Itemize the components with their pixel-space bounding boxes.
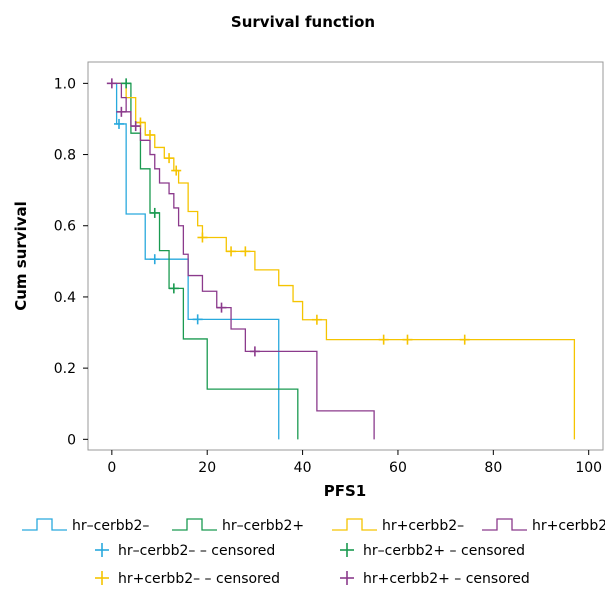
legend-line-swatch <box>332 518 377 531</box>
x-tick-label: 0 <box>107 460 116 476</box>
censor-mark-3 <box>249 346 260 357</box>
legend: hr–cerbb2– hr–cerbb2+ hr+cerbb2– hr+cerbb2 h… <box>22 518 605 587</box>
censor-mark-2 <box>226 246 237 257</box>
censor-mark-2 <box>311 314 322 325</box>
x-tick-label: 100 <box>575 460 602 476</box>
censor-mark-0 <box>149 254 160 265</box>
legend-censor-swatch <box>340 543 354 557</box>
legend-line-swatch <box>22 518 67 531</box>
x-tick-label: 80 <box>484 460 502 476</box>
y-tick-label: 0.6 <box>54 219 76 235</box>
censor-mark-2 <box>144 129 155 140</box>
censor-mark-1 <box>149 207 160 218</box>
legend-censor-swatch <box>340 571 354 585</box>
x-tick-label: 60 <box>389 460 407 476</box>
censor-mark-3 <box>106 78 117 89</box>
censor-mark-1 <box>168 283 179 294</box>
legend-censor-label: hr+cerbb2– – censored <box>118 571 280 587</box>
y-tick-label: 1.0 <box>54 76 76 92</box>
y-axis-label: Cum survival <box>12 201 30 311</box>
plot-frame <box>87 61 604 451</box>
y-tick-label: 0.8 <box>54 148 76 164</box>
legend-line-label: hr–cerbb2– <box>72 518 149 534</box>
y-tick-label: 0 <box>67 432 76 448</box>
censor-mark-3 <box>116 106 127 117</box>
censor-mark-2 <box>240 246 251 257</box>
axes: 0 20 40 60 80 100 0 0.2 0.4 0.6 0.8 1.0 <box>54 76 602 476</box>
censor-mark-2 <box>459 334 470 345</box>
series-line-2 <box>111 82 576 440</box>
legend-line-swatch <box>482 518 527 531</box>
x-tick-label: 40 <box>294 460 312 476</box>
series-line-1 <box>111 82 299 440</box>
series-line-0 <box>111 82 280 440</box>
y-tick-label: 0.2 <box>54 361 76 377</box>
legend-censor-swatch <box>95 543 109 557</box>
legend-censor-label: hr–cerbb2– – censored <box>118 543 275 559</box>
censor-mark-3 <box>216 302 227 313</box>
x-tick-label: 20 <box>198 460 216 476</box>
legend-line-label: hr–cerbb2+ <box>222 518 304 534</box>
y-tick-label: 0.4 <box>54 290 76 306</box>
legend-line-label: hr+cerbb2– <box>382 518 464 534</box>
legend-censor-label: hr–cerbb2+ – censored <box>363 543 525 559</box>
legend-line-label: hr+cerbb2 <box>532 518 605 534</box>
legend-censor-label: hr+cerbb2+ – censored <box>363 571 530 587</box>
censor-mark-3 <box>130 121 141 132</box>
legend-censor-swatch <box>95 571 109 585</box>
censor-mark-0 <box>192 314 203 325</box>
chart-title: Survival function <box>231 13 375 31</box>
censor-mark-0 <box>113 118 124 129</box>
censor-mark-1 <box>121 78 132 89</box>
censor-mark-2 <box>197 232 208 243</box>
legend-line-swatch <box>172 518 217 531</box>
x-axis-label: PFS1 <box>324 482 366 500</box>
censor-mark-2 <box>378 334 389 345</box>
censor-mark-2 <box>164 153 175 164</box>
censor-mark-2 <box>171 165 182 176</box>
censor-mark-2 <box>402 334 413 345</box>
censor-layer <box>106 78 470 357</box>
